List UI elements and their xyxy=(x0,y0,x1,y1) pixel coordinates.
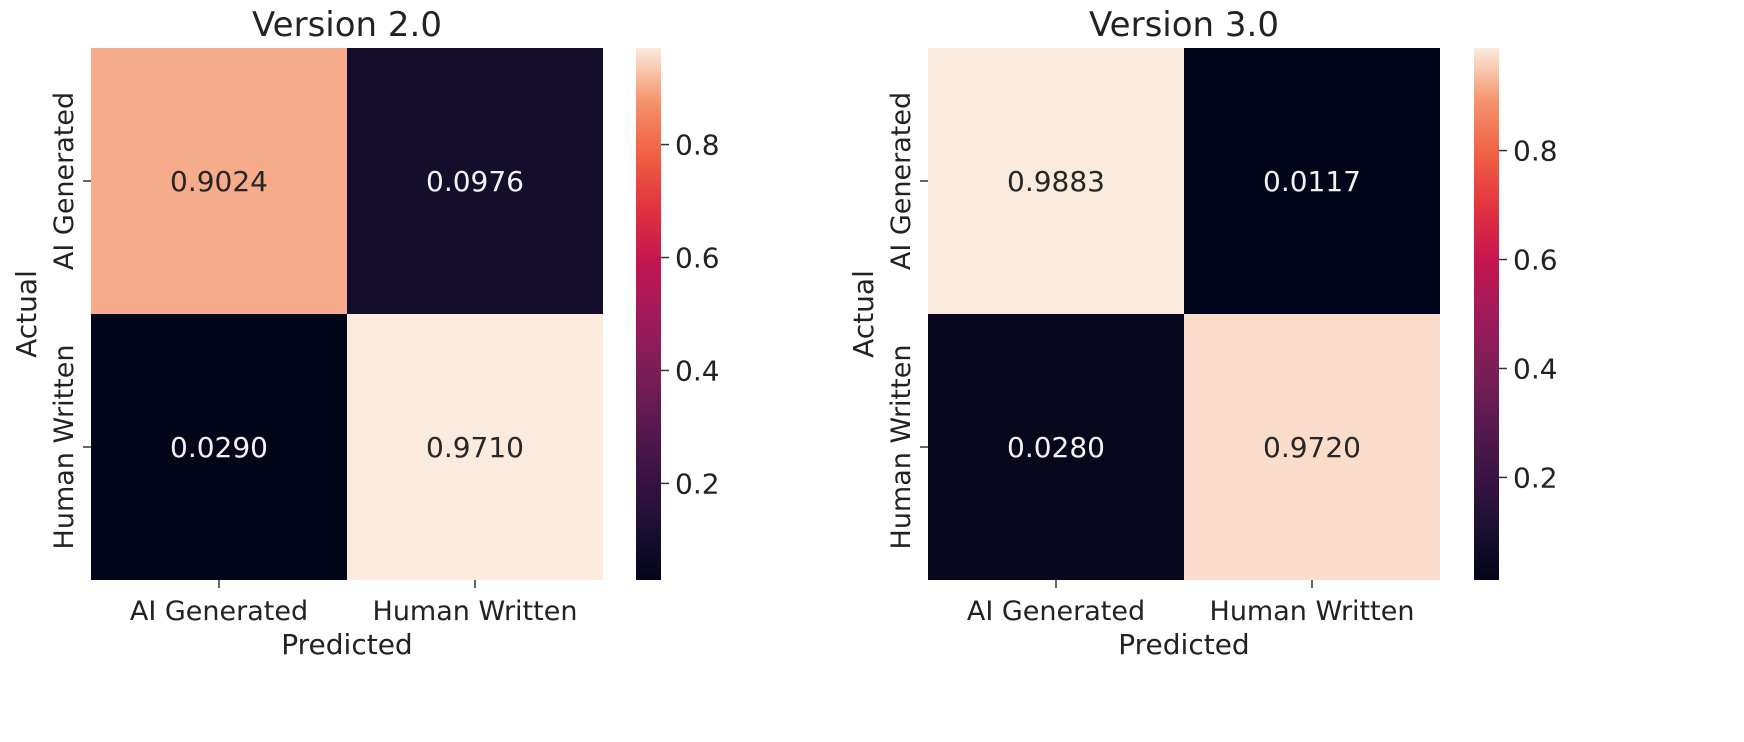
x-axis-label: Predicted xyxy=(1118,628,1249,661)
y-axis-label: Actual xyxy=(847,270,880,358)
colorbar-tick-label: 0.8 xyxy=(1513,135,1558,168)
heatmap-cell-ai-generated-human-written xyxy=(347,48,603,314)
y-tick-label: AI Generated xyxy=(886,92,917,270)
heatmap-cell-human-written-human-written xyxy=(1184,314,1440,580)
cell-value-label: 0.0976 xyxy=(426,165,524,198)
cell-value-label: 0.0117 xyxy=(1263,165,1361,198)
cell-value-label: 0.9710 xyxy=(426,431,524,464)
heatmap-panel-version-3: Version 3.0 0.9883 0.0117 0.0280 0.9720 AI Ge… xyxy=(847,5,1558,661)
colorbar-tick-label: 0.2 xyxy=(675,467,720,500)
heatmap-cell-ai-generated-ai-generated xyxy=(928,48,1184,314)
y-tick-label: Human Written xyxy=(49,345,80,550)
x-tick-label: Human Written xyxy=(1210,596,1415,627)
heatmap-cell-human-written-ai-generated xyxy=(928,314,1184,580)
cell-value-label: 0.9024 xyxy=(170,165,268,198)
colorbar-tick-label: 0.4 xyxy=(675,354,720,387)
cell-value-label: 0.9720 xyxy=(1263,431,1361,464)
cell-value-label: 0.9883 xyxy=(1007,165,1105,198)
colorbar xyxy=(1474,48,1499,580)
colorbar-tick-label: 0.6 xyxy=(675,242,720,275)
colorbar-tick-label: 0.2 xyxy=(1513,461,1558,494)
y-tick-label: Human Written xyxy=(886,345,917,550)
x-tick-label: Human Written xyxy=(373,596,578,627)
chart-title: Version 3.0 xyxy=(1089,5,1279,45)
heatmap-cell-human-written-human-written xyxy=(347,314,603,580)
heatmap-cell-ai-generated-human-written xyxy=(1184,48,1440,314)
colorbar-tick-label: 0.4 xyxy=(1513,352,1558,385)
x-axis-label: Predicted xyxy=(281,628,412,661)
colorbar xyxy=(636,48,661,580)
cell-value-label: 0.0280 xyxy=(1007,431,1105,464)
heatmap-cell-ai-generated-ai-generated xyxy=(91,48,347,314)
chart-title: Version 2.0 xyxy=(252,5,442,45)
x-tick-label: AI Generated xyxy=(130,596,308,627)
heatmap-cell-human-written-ai-generated xyxy=(91,314,347,580)
y-tick-label: AI Generated xyxy=(49,92,80,270)
colorbar-tick-label: 0.8 xyxy=(675,129,720,162)
heatmap-panel-version-2: Version 2.0 0.9024 0.0976 0.0290 0.9710 AI Ge… xyxy=(10,5,720,661)
cell-value-label: 0.0290 xyxy=(170,431,268,464)
colorbar-tick-label: 0.6 xyxy=(1513,244,1558,277)
y-axis-label: Actual xyxy=(10,270,43,358)
x-tick-label: AI Generated xyxy=(967,596,1145,627)
